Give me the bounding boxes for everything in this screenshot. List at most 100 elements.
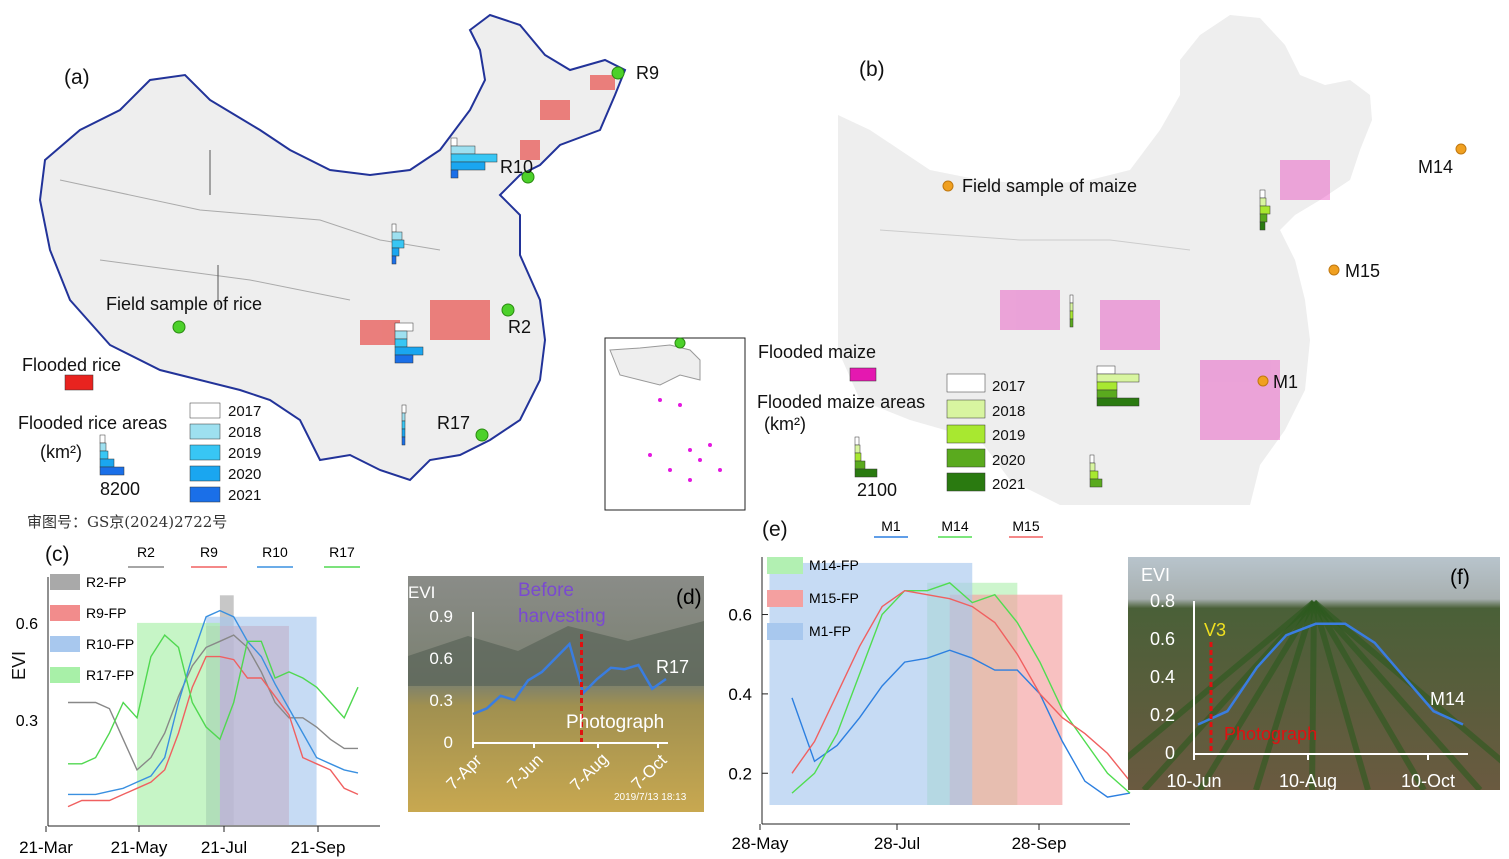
series-line-m15 (791, 589, 1131, 782)
photo-crop-row (1128, 599, 1316, 761)
annotation-harvesting: harvesting (518, 606, 606, 627)
maize-year-labels: 2017 2018 2019 2020 2021 (992, 378, 1026, 494)
panel-c-label: (c) (45, 543, 70, 566)
rice-bars-r2 (394, 322, 424, 364)
chart-f: 0.8 0.6 0.4 0.2 0 EVI (f) V3 Photograph M14 10-Jun… (1128, 557, 1500, 790)
band-legend-label: M1-FP (809, 623, 851, 639)
series-line-m14 (1197, 622, 1464, 726)
legend-field-maize: Field sample of maize (962, 176, 1138, 196)
y-tick-label: 0.4 (728, 685, 752, 704)
legend-unit-maize: (km²) (764, 414, 806, 434)
site-label-m14-photo: M14 (1430, 689, 1465, 709)
legend-flooded-rice-swatch (64, 374, 94, 391)
y-tick-label: 0.3 (429, 691, 453, 710)
legend-max-rice: 8200 (100, 479, 141, 499)
legend-label-m15: M15 (1012, 518, 1039, 534)
series-line-r9 (67, 655, 359, 808)
legend-label-r10: R10 (262, 544, 288, 560)
band-legend-swatch (767, 590, 803, 607)
band-m1-fp (769, 562, 973, 805)
y-tick-label: 0.3 (16, 713, 38, 730)
site-marker-r17 (475, 428, 489, 442)
photo-crop-row (1311, 600, 1483, 790)
panel-b-label: (b) (859, 58, 885, 81)
band-r17-fp (137, 622, 220, 825)
panel-d-label: (d) (676, 586, 702, 609)
series-line-m1 (791, 649, 1131, 798)
rice-bars-r10 (450, 137, 498, 179)
band-legend-label: R9-FP (86, 605, 126, 621)
band-legend-swatch (50, 574, 80, 590)
legend-label-r9: R9 (200, 544, 218, 560)
panel-d-ylabel: EVI (408, 583, 435, 602)
site-label-m15: M15 (1345, 261, 1381, 281)
x-tick-label: 28-Sep (1012, 834, 1067, 853)
site-marker-r2 (501, 303, 515, 317)
legend-field-rice: Field sample of rice (106, 294, 263, 314)
legend-areas-rice: Flooded rice areas (18, 413, 168, 433)
photo-crop-row (1309, 601, 1317, 790)
legend-label-m1: M1 (881, 518, 901, 534)
site-label-m1: M1 (1273, 372, 1299, 392)
site-label-m14: M14 (1418, 157, 1454, 177)
rice-year-swatches (189, 402, 221, 503)
site-marker-r10 (521, 170, 535, 184)
legend-label-m14: M14 (941, 518, 968, 534)
band-legend-swatch (50, 605, 80, 621)
x-tick-label: 21-Jul (201, 838, 247, 857)
chart-d: 0.9 0.6 0.3 0 EVI (d) Before harvesting Photogra… (408, 576, 704, 812)
map-rice (38, 13, 746, 511)
legend-areas-maize: Flooded maize areas (757, 392, 926, 412)
band-legend-swatch (767, 623, 803, 640)
photo-background-rice (408, 576, 704, 812)
maize-bars-central (1096, 365, 1140, 407)
band-legend-label: R17-FP (86, 667, 134, 683)
photo-timestamp: 2019/7/13 18:13 (614, 792, 687, 803)
y-tick-label: 0 (1165, 743, 1175, 763)
x-tick-label: 10-Jun (1166, 771, 1221, 790)
legend-label-r17: R17 (329, 544, 355, 560)
y-tick-label: 0.8 (1150, 591, 1175, 611)
series-line-r17 (68, 634, 359, 765)
annotation-before: Before (518, 580, 574, 601)
maize-bars-north (1259, 189, 1271, 231)
photo-crop-row (1312, 599, 1500, 764)
band-r10-fp (206, 616, 317, 825)
x-tick-label: 28-Jul (874, 834, 920, 853)
maize-bars-south (1089, 454, 1103, 488)
band-legend-label: R10-FP (86, 636, 134, 652)
chart-c: 21-Mar 21-May 21-Jul 21-Sep 0.6 0.3 R2 R9 R10 R17… (16, 544, 380, 857)
y-tick-label: 0 (444, 733, 453, 752)
site-label-r9: R9 (636, 63, 660, 83)
band-legend-swatch (50, 636, 80, 652)
legend-flooded-maize: Flooded maize (758, 342, 877, 362)
maize-bars-legend (854, 436, 878, 478)
site-marker-m14 (1455, 143, 1467, 155)
band-legend-label: M15-FP (809, 590, 859, 606)
site-marker-r9 (611, 66, 625, 80)
y-tick-label: 0.6 (429, 649, 453, 668)
x-tick-label: 10-Aug (1279, 771, 1337, 790)
photo-crop-row (1253, 601, 1317, 790)
x-tick-label: 21-Sep (291, 838, 346, 857)
photo-crop-row (1141, 599, 1317, 790)
photograph-label: Photograph (566, 712, 664, 733)
maize-bars-west (1069, 294, 1074, 328)
site-label-r10: R10 (500, 157, 534, 177)
rice-year-labels: 2017 2018 2019 2020 2021 (228, 403, 262, 504)
site-label-r17: R17 (437, 413, 471, 433)
band-legend-label: R2-FP (86, 574, 126, 590)
y-tick-label: 0.2 (728, 764, 752, 783)
site-label-r17-photo: R17 (656, 657, 689, 677)
legend-flooded-maize-swatch (849, 367, 877, 382)
photograph-label: Photograph (1224, 724, 1317, 744)
y-tick-label: 0.4 (1150, 667, 1175, 687)
y-tick-label: 0.6 (16, 616, 38, 633)
rice-bars-mid (391, 223, 405, 265)
x-tick-label: 10-Oct (1401, 771, 1455, 790)
china-outline-maize (838, 15, 1372, 505)
map-maize (838, 15, 1467, 505)
site-label-r2: R2 (508, 317, 532, 337)
band-legend-swatch (767, 557, 803, 574)
panel-e-label: (e) (762, 518, 788, 541)
